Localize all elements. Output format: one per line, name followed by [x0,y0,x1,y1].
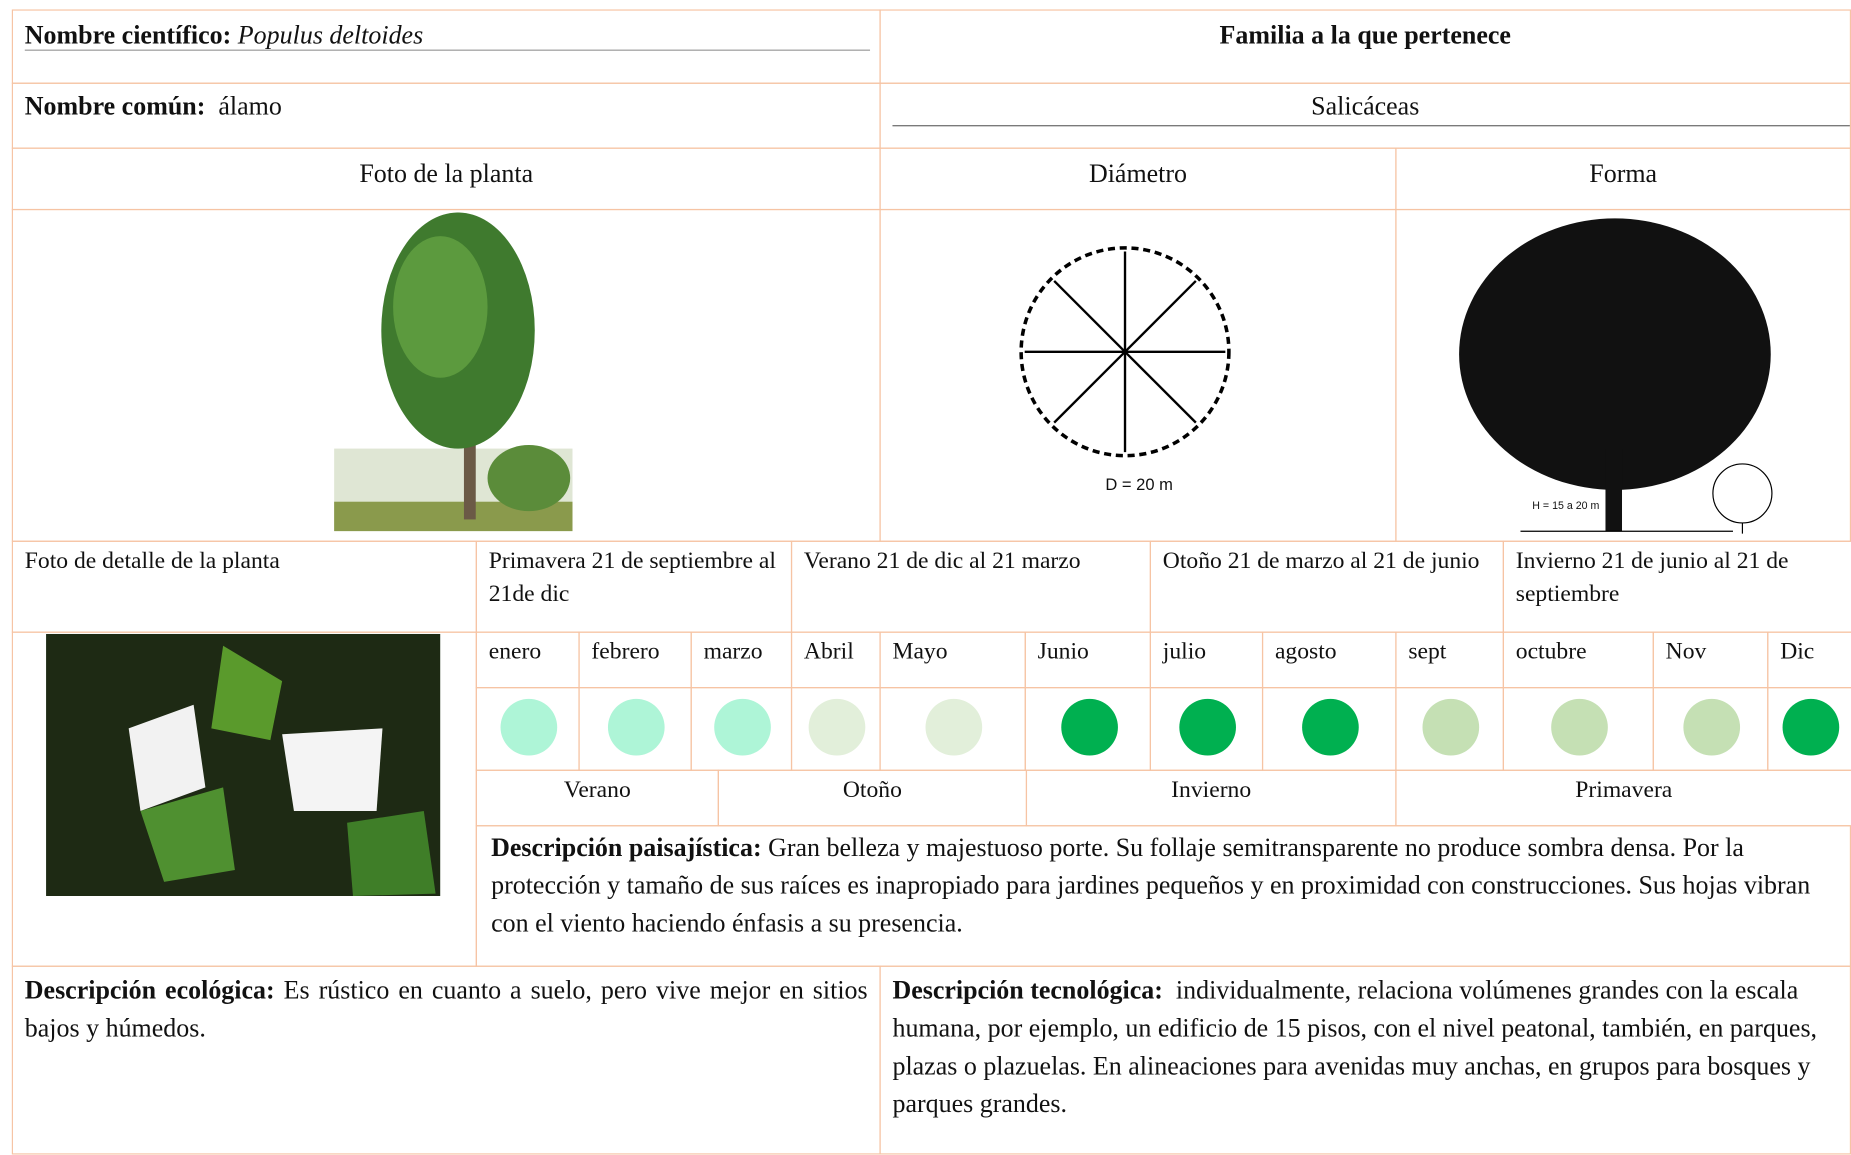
season-header: Invierno 21 de junio al 21 de septiembre [1502,540,1851,633]
month-label: agosto [1261,631,1397,689]
season-label: Verano [475,769,719,827]
tree-photo [334,212,573,532]
ecological-cell: Descripción ecológica: Es rústico en cua… [11,965,881,1155]
month-label: Abril [790,631,881,689]
month-label: octubre [1502,631,1654,689]
month-label: Mayo [879,631,1026,689]
month-label: julio [1149,631,1264,689]
scientific-name-cell: Nombre científico: Populus deltoides [11,9,881,84]
value: Salicáceas [1311,90,1420,121]
month-dot-cell [1149,687,1264,771]
diameter-cell: D = 20 m [879,208,1397,542]
form-header: Forma [1395,147,1851,211]
detail-cell [11,631,477,967]
common-name-cell: Nombre común: álamo [11,82,881,149]
season-label: Otoño [717,769,1028,827]
month-label: marzo [690,631,793,689]
month-label: sept [1395,631,1504,689]
month-dot [1179,698,1236,756]
month-dot-cell [790,687,881,771]
season-header: Otoño 21 de marzo al 21 de junio [1149,540,1504,633]
month-dot-cell [690,687,793,771]
month-dot-cell [475,687,580,771]
month-dot-cell [1502,687,1654,771]
technological-cell: Descripción tecnológica: individualmente… [879,965,1851,1155]
label: Descripción paisajística: [491,832,762,862]
diameter-header: Diámetro [879,147,1397,211]
family-label-cell: Familia a la que pertenece [879,9,1851,84]
season-label: Invierno [1025,769,1397,827]
photo-cell [11,208,881,542]
month-label: Nov [1652,631,1769,689]
diameter-drawing [1019,246,1231,458]
month-label: Dic [1767,631,1851,689]
month-label: Junio [1024,631,1151,689]
month-dot [808,698,866,756]
month-dot-cell [1261,687,1397,771]
month-dot [607,698,665,756]
month-dot-cell [578,687,692,771]
month-dot [1782,698,1840,756]
landscape-cell: Descripción paisajística: Gran belleza y… [475,825,1851,967]
form-note: H = 15 a 20 m [1532,498,1600,515]
text: Foto de la planta [359,158,534,188]
text: individualmente, relaciona volúmenes gra… [892,975,1818,1118]
month-dot [1683,698,1741,756]
month-dot-cell [1024,687,1151,771]
label: Descripción tecnológica: [892,975,1163,1005]
text: Forma [1589,158,1658,188]
family-cell: Salicáceas [879,82,1851,149]
text: Foto de detalle de la planta [24,547,280,574]
value: Populus deltoides [237,20,424,50]
underline [892,125,1850,127]
diameter-note: D = 20 m [1105,474,1173,494]
detail-photo [46,633,441,896]
month-label: enero [475,631,580,689]
label: Nombre común: [24,90,206,121]
month-dot [1422,698,1480,756]
month-dot-cell [1395,687,1504,771]
value: álamo [218,90,282,121]
label: Familia a la que pertenece [1219,20,1511,50]
text: Es rústico en cuanto a suelo, pero vive … [24,975,868,1043]
form-drawing [1459,218,1773,534]
month-dot [925,698,983,756]
underline [24,49,871,51]
month-dot-cell [879,687,1026,771]
month-dot [500,698,558,756]
detail-header: Foto de detalle de la planta [11,540,477,633]
month-dot [1551,698,1608,756]
season-header: Primavera 21 de septiembre al 21de dic [475,540,793,633]
text: Gran belleza y majestuoso porte. Su foll… [491,832,1811,938]
season-label: Primavera [1395,769,1851,827]
month-label: febrero [578,631,692,689]
form-cell: H = 15 a 20 m [1395,208,1851,542]
month-dot-cell [1652,687,1769,771]
month-dot [1302,698,1359,756]
label: Descripción ecológica: [24,975,275,1005]
month-dot [714,698,771,756]
text: Diámetro [1088,158,1188,188]
label: Nombre científico: [24,20,232,50]
month-dot [1060,698,1118,756]
photo-header: Foto de la planta [11,147,881,211]
season-header: Verano 21 de dic al 21 marzo [790,540,1151,633]
month-dot-cell [1767,687,1851,771]
